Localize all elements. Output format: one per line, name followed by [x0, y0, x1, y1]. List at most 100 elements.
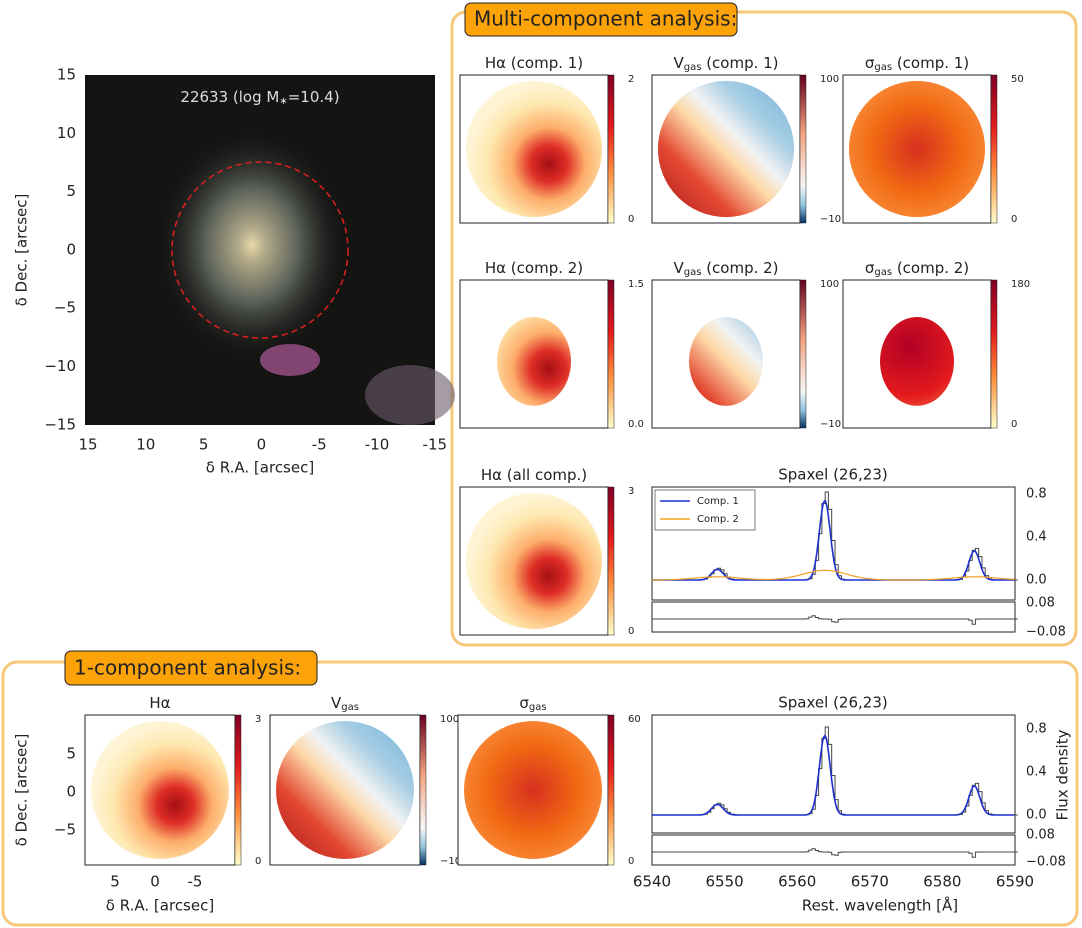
- colorbar-max: 1.5: [628, 279, 644, 290]
- title-main: V: [673, 54, 684, 72]
- title-rest: (comp. 2): [892, 259, 969, 277]
- map-image: [497, 317, 571, 406]
- colorbar: [419, 714, 427, 866]
- y-tick-label: 0.0: [1026, 573, 1047, 588]
- galaxy: [157, 130, 347, 360]
- title-main: σ: [865, 259, 875, 277]
- y-tick-label: 0.08: [1026, 828, 1055, 843]
- title-sub: gas: [341, 702, 359, 713]
- title-rest: (comp. 2): [506, 259, 583, 277]
- colorbar: [799, 279, 807, 429]
- title-main: σ: [519, 694, 529, 712]
- colorbar: [607, 279, 615, 429]
- title-rest: (comp. 1): [701, 54, 778, 72]
- x-tick-label: 5: [110, 873, 120, 891]
- map-title: Vgas: [331, 694, 359, 714]
- x-tick-label: 6550: [706, 873, 744, 891]
- map-title: σgas (comp. 1): [865, 54, 969, 74]
- residual: [652, 615, 1018, 625]
- colorbar: [990, 279, 998, 429]
- heading: 1-component analysis:: [74, 656, 301, 680]
- x-tick-label: 6590: [996, 873, 1034, 891]
- y-label: Flux density: [1054, 729, 1072, 820]
- map-image: [848, 80, 986, 218]
- map-title: Hα: [149, 694, 170, 712]
- title-rest: (comp. 1): [506, 54, 583, 72]
- colorbar-min: −10: [820, 419, 841, 430]
- colorbar: [234, 714, 242, 866]
- aperture: [171, 161, 349, 339]
- colorbar-min: −10: [440, 856, 461, 867]
- title-rest: (comp. 1): [892, 54, 969, 72]
- heading: Multi-component analysis:: [474, 7, 737, 31]
- map-image: [689, 317, 763, 406]
- colorbar-min: 0: [628, 214, 634, 225]
- x-tick-label: 6580: [923, 873, 961, 891]
- x-tick-label: 6570: [851, 873, 889, 891]
- legend-label: Comp. 1: [697, 496, 739, 507]
- x-tick-label: -10: [365, 436, 390, 454]
- y-tick-label: 0.0: [1026, 808, 1047, 823]
- x-tick-label: 5: [199, 436, 209, 454]
- y-tick-label: −5: [54, 299, 76, 317]
- map-image: [657, 80, 795, 218]
- heading-box: [464, 2, 738, 37]
- spectrum-title: Spaxel (26,23): [778, 466, 887, 484]
- title-sub: gas: [874, 62, 892, 73]
- y-tick-label: 0.4: [1026, 765, 1047, 780]
- colorbar-min: −10: [820, 214, 841, 225]
- title-sub: gas: [684, 62, 702, 73]
- companion: [365, 365, 455, 425]
- y-tick-label: 0.8: [1026, 487, 1047, 502]
- colorbar-max: 100: [440, 714, 459, 725]
- x-tick-label: -5: [188, 873, 203, 891]
- legend-label: Comp. 2: [697, 514, 739, 525]
- y-tick-label: 0.8: [1026, 722, 1047, 737]
- y-label: δ Dec. [arcsec]: [13, 734, 31, 847]
- colorbar-min: 0: [1011, 214, 1017, 225]
- fit-comp1: [652, 734, 1015, 816]
- residual: [652, 848, 1018, 858]
- residual-frame: [651, 834, 1016, 866]
- title-main: σ: [865, 54, 875, 72]
- colorbar-min: 0: [628, 626, 634, 637]
- fit-comp2: [652, 569, 1015, 581]
- colorbar-max: 3: [255, 714, 261, 725]
- x-tick-label: 6560: [778, 873, 816, 891]
- title-main: V: [331, 694, 342, 712]
- residual-frame: [651, 601, 1016, 633]
- x-tick-label: 0: [257, 436, 267, 454]
- map-image: [464, 721, 602, 859]
- frame: [1, 660, 1079, 927]
- map-title: Hα (comp. 1): [485, 54, 583, 72]
- y-tick-label: 0.4: [1026, 530, 1047, 545]
- frame: [450, 10, 1078, 647]
- y-tick-label: −0.08: [1026, 625, 1066, 640]
- companion: [260, 344, 320, 376]
- title-main: Hα: [485, 54, 506, 72]
- x-tick-label: -5: [312, 436, 327, 454]
- colorbar: [990, 74, 998, 224]
- y-tick-label: 15: [57, 66, 76, 84]
- title-main: V: [673, 259, 684, 277]
- x-tick-label: -15: [423, 436, 448, 454]
- x-tick-label: 6540: [633, 873, 671, 891]
- y-label: δ Dec. [arcsec]: [13, 194, 31, 307]
- colorbar: [607, 74, 615, 224]
- x-tick-label: 15: [78, 436, 97, 454]
- colorbar-min: 0.0: [628, 419, 644, 430]
- colorbar: [799, 74, 807, 224]
- colorbar-max: 100: [820, 74, 839, 85]
- x-tick-label: 0: [150, 873, 160, 891]
- title-sub: gas: [684, 267, 702, 278]
- title-main: Hα: [149, 694, 170, 712]
- x-label: δ R.A. [arcsec]: [106, 897, 214, 915]
- title-rest: (comp. 2): [701, 259, 778, 277]
- x-label: Rest. wavelength [Å]: [802, 896, 958, 915]
- y-tick-label: 0.08: [1026, 596, 1055, 611]
- map-image: [276, 721, 414, 859]
- colorbar-max: 50: [1011, 74, 1024, 85]
- map-title: Vgas (comp. 1): [673, 54, 778, 74]
- colorbar-max: 180: [1011, 279, 1030, 290]
